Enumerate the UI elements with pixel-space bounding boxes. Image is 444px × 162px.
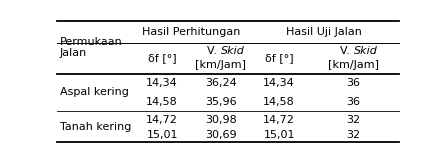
- Text: 32: 32: [347, 115, 361, 125]
- Text: 32: 32: [347, 130, 361, 140]
- Text: Permukaan
Jalan: Permukaan Jalan: [60, 37, 123, 58]
- Text: 14,58: 14,58: [263, 97, 295, 107]
- Text: 15,01: 15,01: [263, 130, 295, 140]
- Text: [km/Jam]: [km/Jam]: [195, 60, 246, 70]
- Text: 30,98: 30,98: [205, 115, 237, 125]
- Text: V.: V.: [207, 46, 221, 56]
- Text: δf [°]: δf [°]: [148, 53, 176, 63]
- Text: 15,01: 15,01: [147, 130, 178, 140]
- Text: 35,96: 35,96: [205, 97, 237, 107]
- Text: Hasil Uji Jalan: Hasil Uji Jalan: [286, 27, 362, 37]
- Text: 30,69: 30,69: [205, 130, 237, 140]
- Text: Skid: Skid: [221, 46, 245, 56]
- Text: 14,58: 14,58: [146, 97, 178, 107]
- Text: V.: V.: [340, 46, 354, 56]
- Text: 36,24: 36,24: [205, 78, 237, 88]
- Text: 14,34: 14,34: [263, 78, 295, 88]
- Text: Skid: Skid: [354, 46, 377, 56]
- Text: 14,72: 14,72: [146, 115, 178, 125]
- Text: Hasil Perhitungan: Hasil Perhitungan: [142, 27, 241, 37]
- Text: [km/Jam]: [km/Jam]: [328, 60, 379, 70]
- Text: 36: 36: [347, 97, 361, 107]
- Text: δf [°]: δf [°]: [265, 53, 293, 63]
- Text: Tanah kering: Tanah kering: [60, 122, 131, 132]
- Text: 36: 36: [347, 78, 361, 88]
- Text: 14,34: 14,34: [146, 78, 178, 88]
- Text: Aspal kering: Aspal kering: [60, 87, 129, 97]
- Text: 14,72: 14,72: [263, 115, 295, 125]
